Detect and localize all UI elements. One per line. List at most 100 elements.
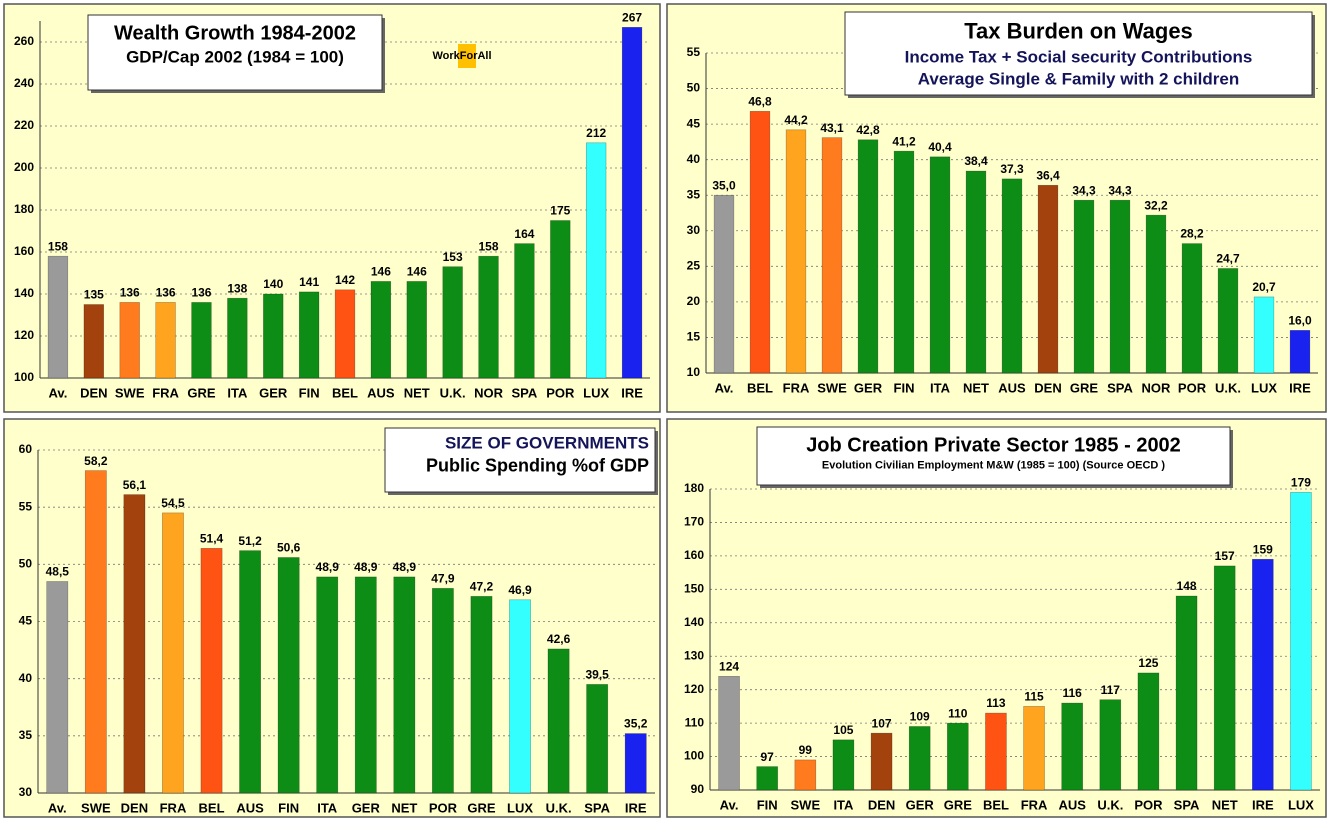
x-tick-label: FIN [299,385,320,400]
x-tick-label: FIN [894,380,915,395]
value-label: 56,1 [123,478,147,492]
x-tick-label: GER [352,800,381,815]
value-label: 47,9 [431,572,455,586]
x-tick-label: NOR [474,385,504,400]
y-tick-label: 35 [687,187,701,201]
bar [514,243,535,379]
value-label: 16,0 [1288,314,1312,328]
y-tick-label: 160 [684,548,704,562]
x-tick-label: AUS [1058,797,1086,812]
y-tick-label: 150 [684,582,704,596]
x-tick-label: U.K. [440,385,466,400]
value-label: 35,0 [712,178,736,192]
x-tick-label: SWE [81,800,111,815]
chart-subtitle: Average Single & Family with 2 children [918,70,1240,89]
value-label: 175 [550,204,570,218]
value-label: 54,5 [161,496,185,510]
x-tick-label: NOR [1142,380,1172,395]
x-tick-label: ITA [317,800,338,815]
bar [1145,214,1167,374]
bar [47,255,69,379]
value-label: 153 [443,250,463,264]
value-label: 135 [84,288,104,302]
bar [857,139,879,374]
bar [277,557,300,794]
title-box [756,426,1231,486]
value-label: 51,4 [200,531,224,545]
bar [821,137,843,374]
y-tick-label: 110 [685,715,705,729]
x-tick-label: NET [1212,797,1238,812]
bar [1217,268,1239,374]
value-label: 43,1 [820,121,844,135]
logo-block [458,44,476,68]
bar [1023,706,1045,791]
y-tick-label: 45 [687,116,701,130]
value-label: 159 [1253,542,1273,556]
value-label: 157 [1215,549,1235,563]
x-tick-label: IRE [621,385,643,400]
x-tick-label: BEL [983,797,1009,812]
value-label: 34,3 [1108,183,1132,197]
x-tick-label: BEL [747,380,773,395]
bar [621,26,643,379]
x-tick-label: IRE [625,800,647,815]
bar [46,581,69,794]
value-label: 109 [910,710,930,724]
y-tick-label: 120 [684,682,704,696]
value-label: 158 [48,239,68,253]
x-tick-label: FRA [160,800,187,815]
bar [794,759,817,791]
x-tick-label: SPA [1174,797,1200,812]
bar [316,576,339,794]
value-label: 37,3 [1000,162,1024,176]
x-tick-label: DEN [80,385,107,400]
x-tick-label: DEN [868,797,895,812]
x-tick-label: U.K. [1215,380,1241,395]
bar [1290,492,1312,791]
x-tick-label: IRE [1252,797,1274,812]
y-tick-label: 260 [14,34,34,48]
bar [354,576,377,794]
title-box [844,11,1313,96]
value-label: 116 [1063,686,1083,700]
y-tick-label: 180 [14,202,34,216]
value-label: 142 [335,273,355,287]
value-label: 110 [948,706,968,720]
x-tick-label: AUS [998,380,1026,395]
bar [119,302,140,379]
value-label: 46,9 [508,583,532,597]
bar [442,266,463,379]
bar [298,291,320,379]
value-label: 40,4 [928,140,952,154]
bar [1252,558,1274,791]
value-label: 39,5 [585,668,609,682]
y-tick-label: 160 [14,244,34,258]
x-tick-label: AUS [236,800,264,815]
value-label: 51,2 [238,534,262,548]
chart-subtitle: Evolution Civilian Employment M&W (1985 … [822,460,1166,472]
bar [832,739,855,791]
y-tick-label: 220 [14,118,34,132]
value-label: 212 [586,126,606,140]
bar [586,142,607,379]
x-tick-label: Av. [48,800,67,815]
bar [785,129,807,374]
chart-subtitle: Public Spending %of GDP [426,456,649,476]
value-label: 136 [156,286,176,300]
x-tick-label: ITA [833,797,854,812]
chart-title: Tax Burden on Wages [964,19,1193,44]
bar [1099,699,1122,791]
bar [1289,330,1311,374]
bar [406,281,427,379]
x-tick-label: AUS [367,385,395,400]
bar [1253,296,1275,374]
bar [370,281,392,379]
bar [1037,184,1059,374]
x-tick-label: NET [963,380,989,395]
x-tick-label: LUX [583,385,609,400]
bar [1061,702,1083,791]
bar [1175,595,1198,791]
value-label: 36,4 [1036,168,1060,182]
bar [947,722,969,791]
